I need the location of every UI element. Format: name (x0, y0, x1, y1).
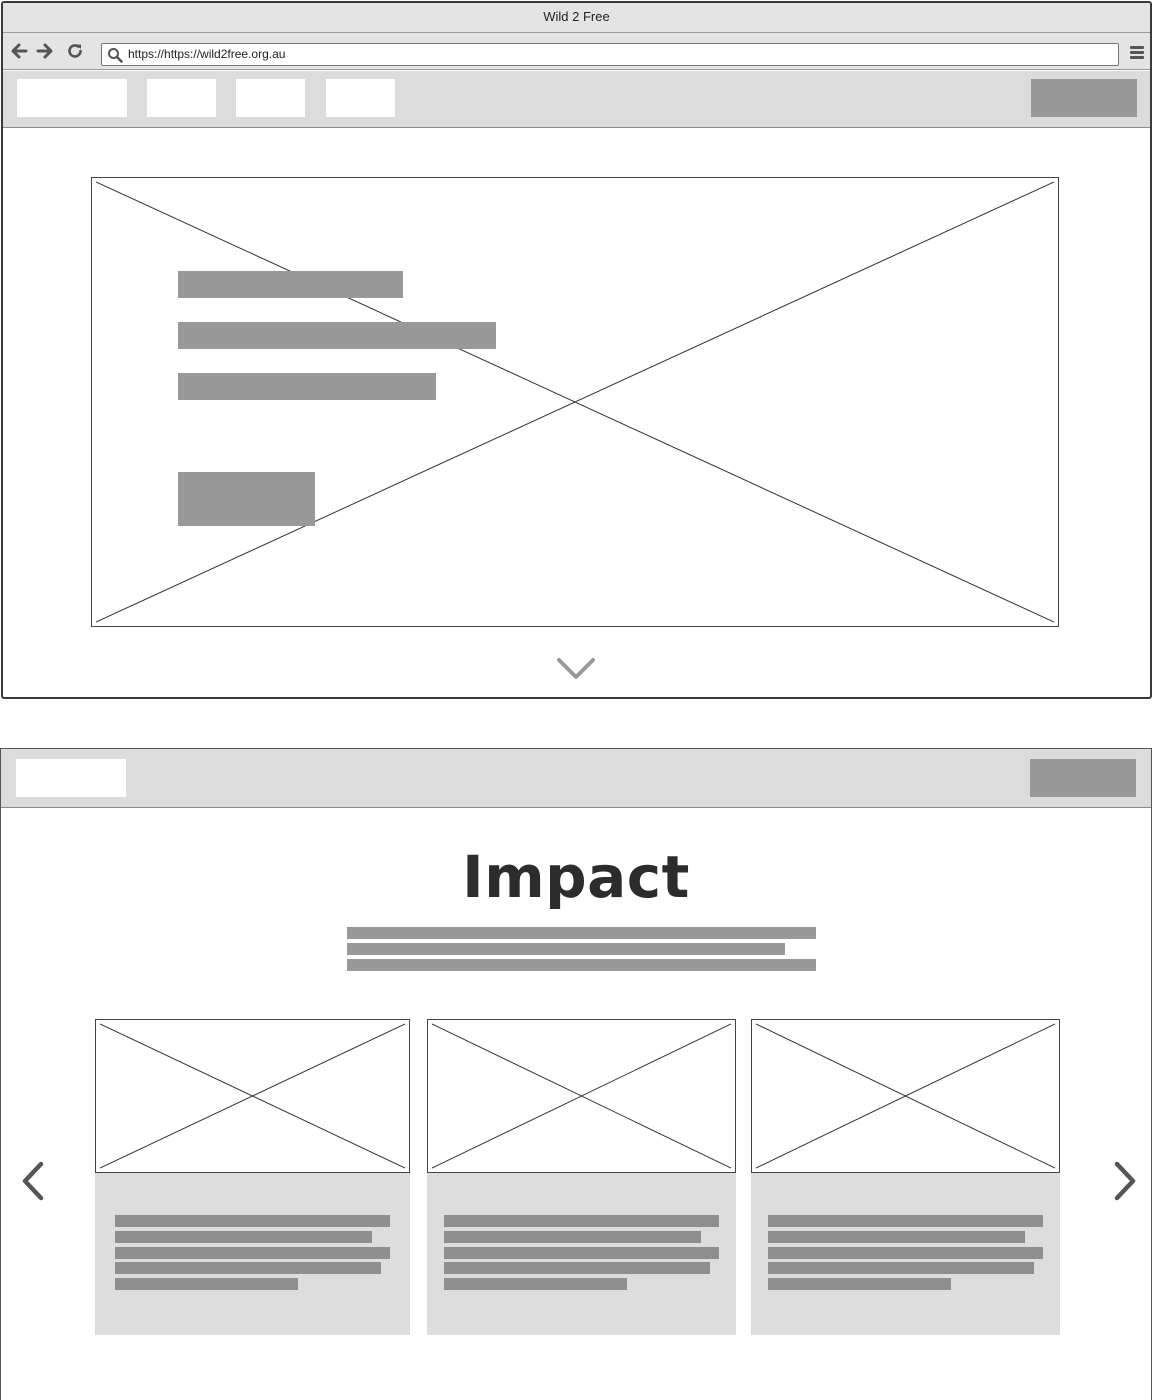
card-image-placeholder (427, 1019, 736, 1173)
nav-item-3[interactable] (326, 79, 395, 117)
card-image-placeholder (751, 1019, 1060, 1173)
card-text-line (768, 1262, 1034, 1274)
card-text-line (444, 1262, 710, 1274)
chevron-down-icon[interactable] (556, 656, 596, 689)
card-text-line (115, 1215, 390, 1227)
card-text-line (444, 1231, 701, 1243)
hero-heading-line-1 (178, 271, 403, 298)
card-text-line (768, 1247, 1043, 1259)
logo-placeholder[interactable] (16, 759, 126, 797)
card-text-line (115, 1262, 381, 1274)
header-cta-button[interactable] (1030, 759, 1136, 797)
sticky-header (1, 749, 1151, 808)
forward-arrow-icon[interactable] (35, 41, 55, 61)
back-arrow-icon[interactable] (9, 41, 29, 61)
image-placeholder-icon (99, 1023, 406, 1169)
card-text-line (115, 1278, 298, 1290)
window-title: Wild 2 Free (3, 3, 1150, 33)
card-text-line (115, 1231, 372, 1243)
nav-item-2[interactable] (236, 79, 305, 117)
intro-text-line (347, 943, 785, 955)
site-header (3, 71, 1150, 128)
section-title: Impact (462, 843, 690, 911)
card-text-line (444, 1278, 627, 1290)
card-text-line (444, 1215, 719, 1227)
card-image-placeholder (95, 1019, 410, 1173)
intro-text-line (347, 959, 816, 971)
address-bar[interactable]: https://https://wild2free.org.au (101, 43, 1119, 66)
card-text-line (444, 1247, 719, 1259)
image-placeholder-icon (95, 181, 1055, 623)
hero-heading-line-2 (178, 322, 496, 349)
nav-item-1[interactable] (147, 79, 216, 117)
card-text-line (768, 1215, 1043, 1227)
chevron-right-icon[interactable] (1111, 1161, 1139, 1206)
impact-card[interactable] (751, 1019, 1060, 1335)
url-text: https://https://wild2free.org.au (128, 47, 286, 61)
card-text-line (115, 1247, 390, 1259)
logo-placeholder[interactable] (17, 79, 127, 117)
card-text-line (768, 1231, 1025, 1243)
image-placeholder-icon (431, 1023, 732, 1169)
intro-text-line (347, 927, 816, 939)
card-text-line (768, 1278, 951, 1290)
search-icon (107, 47, 123, 70)
refresh-icon[interactable] (65, 41, 85, 61)
hero-heading-line-3 (178, 373, 436, 400)
impact-frame: Impact (0, 748, 1152, 1400)
chevron-left-icon[interactable] (19, 1161, 47, 1206)
impact-card[interactable] (427, 1019, 736, 1335)
image-placeholder-icon (755, 1023, 1056, 1169)
browser-toolbar: https://https://wild2free.org.au (3, 33, 1150, 70)
hamburger-menu-icon[interactable] (1130, 46, 1144, 61)
impact-card[interactable] (95, 1019, 410, 1335)
hero-cta-button[interactable] (178, 472, 315, 526)
header-cta-button[interactable] (1031, 79, 1137, 117)
hero-image-placeholder (91, 177, 1059, 627)
